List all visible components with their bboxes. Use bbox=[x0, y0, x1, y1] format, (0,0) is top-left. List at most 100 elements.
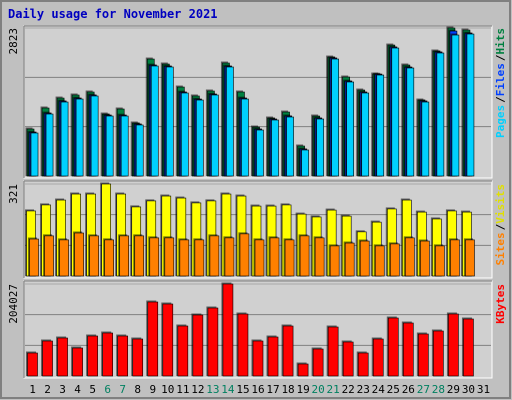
bar bbox=[271, 119, 279, 177]
bar bbox=[45, 113, 54, 177]
bar bbox=[237, 313, 249, 377]
x-tick-label: 22 bbox=[342, 383, 355, 396]
legend: KBytes bbox=[494, 284, 507, 324]
bar bbox=[301, 149, 309, 177]
bar bbox=[406, 67, 415, 177]
legend-separator: / bbox=[494, 223, 507, 230]
legend-entry: Pages bbox=[494, 105, 507, 138]
x-tick-label: 21 bbox=[327, 383, 340, 396]
bar bbox=[312, 348, 324, 377]
bar bbox=[403, 322, 414, 377]
bar bbox=[222, 283, 234, 377]
legend-entry: Visits bbox=[494, 184, 507, 224]
bar bbox=[60, 101, 69, 177]
legend-entry: Sites bbox=[494, 232, 507, 265]
legend-separator: / bbox=[494, 54, 507, 61]
bar bbox=[207, 307, 219, 377]
bar bbox=[162, 303, 174, 377]
bar bbox=[329, 245, 340, 277]
bar bbox=[224, 237, 235, 277]
bar bbox=[226, 66, 234, 177]
bar bbox=[72, 347, 83, 377]
bar bbox=[90, 95, 99, 177]
bar bbox=[286, 116, 294, 177]
bar bbox=[30, 132, 39, 177]
x-tick-label: 10 bbox=[161, 383, 174, 396]
bar bbox=[119, 235, 130, 277]
bar bbox=[27, 352, 38, 377]
bar bbox=[181, 92, 189, 177]
bar bbox=[327, 326, 339, 377]
x-tick-label: 25 bbox=[387, 383, 400, 396]
x-tick-label: 11 bbox=[176, 383, 189, 396]
bar bbox=[372, 338, 384, 377]
legend-entry: KBytes bbox=[494, 284, 507, 324]
bar bbox=[147, 301, 159, 377]
x-tick-label: 8 bbox=[134, 383, 141, 396]
bar bbox=[254, 239, 265, 277]
legend-separator: / bbox=[494, 96, 507, 103]
bar bbox=[75, 98, 84, 177]
bar bbox=[196, 99, 204, 177]
chart-title: Daily usage for November 2021 bbox=[8, 7, 218, 21]
bar bbox=[374, 245, 385, 277]
bar bbox=[117, 335, 129, 377]
bar bbox=[450, 239, 460, 277]
bar bbox=[465, 239, 475, 277]
x-tick-label: 3 bbox=[59, 383, 66, 396]
bar bbox=[134, 235, 145, 277]
bar bbox=[42, 340, 53, 377]
legend: Pages/Files/Hits bbox=[494, 28, 507, 138]
x-tick-label: 28 bbox=[432, 383, 445, 396]
bar bbox=[179, 239, 190, 277]
bar bbox=[284, 239, 295, 277]
x-tick-label: 7 bbox=[119, 383, 126, 396]
bar bbox=[177, 325, 189, 377]
bar bbox=[435, 245, 445, 277]
bar bbox=[344, 242, 355, 277]
legend-entry: Files bbox=[494, 63, 507, 96]
bar bbox=[433, 330, 444, 377]
bar bbox=[150, 65, 159, 177]
x-tick-label: 29 bbox=[447, 383, 460, 396]
y-tick-label: 2823 bbox=[7, 28, 20, 55]
x-tick-label: 17 bbox=[266, 383, 279, 396]
bar bbox=[463, 318, 474, 377]
bar bbox=[44, 235, 54, 277]
bar bbox=[256, 129, 264, 177]
bar bbox=[192, 314, 204, 377]
bar bbox=[282, 325, 294, 377]
bar bbox=[132, 338, 144, 377]
bar bbox=[166, 66, 174, 177]
bar bbox=[331, 58, 339, 177]
bar bbox=[405, 237, 415, 277]
bar bbox=[104, 239, 114, 277]
bar bbox=[239, 233, 250, 277]
bar bbox=[376, 74, 385, 177]
bar bbox=[74, 232, 84, 277]
x-tick-label: 5 bbox=[89, 383, 96, 396]
x-tick-label: 18 bbox=[281, 383, 294, 396]
bar bbox=[391, 47, 400, 177]
x-tick-label: 16 bbox=[251, 383, 264, 396]
x-tick-label: 31 bbox=[477, 383, 490, 396]
legend-entry: Hits bbox=[494, 28, 507, 55]
x-tick-label: 30 bbox=[462, 383, 475, 396]
bar bbox=[346, 81, 354, 177]
bar bbox=[241, 98, 249, 177]
bar bbox=[120, 115, 129, 177]
bar bbox=[252, 340, 264, 377]
bar bbox=[418, 333, 429, 377]
bar bbox=[361, 92, 370, 177]
bar bbox=[269, 237, 280, 277]
x-tick-label: 24 bbox=[372, 383, 386, 396]
x-tick-label: 12 bbox=[191, 383, 204, 396]
bar bbox=[135, 124, 144, 177]
x-tick-label: 1 bbox=[29, 383, 36, 396]
x-tick-label: 13 bbox=[206, 383, 219, 396]
y-tick-label: 204027 bbox=[7, 284, 20, 324]
bar bbox=[29, 238, 39, 277]
x-tick-label: 6 bbox=[104, 383, 111, 396]
bar bbox=[209, 235, 220, 277]
